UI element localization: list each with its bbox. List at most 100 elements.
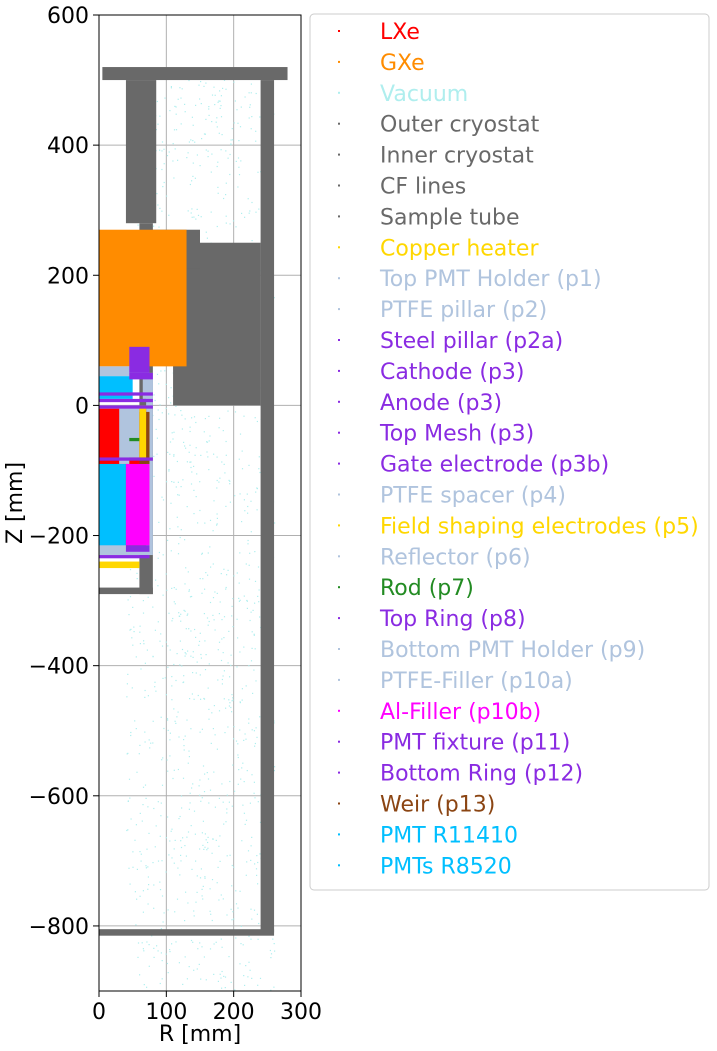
vacuum-point: [220, 894, 222, 896]
vacuum-point: [221, 619, 223, 621]
vacuum-point: [191, 787, 193, 789]
vacuum-point: [256, 420, 258, 423]
vacuum-point: [183, 675, 185, 677]
vacuum-point: [208, 440, 210, 442]
vacuum-point: [183, 745, 185, 747]
vacuum-point: [231, 615, 233, 617]
vacuum-point: [193, 910, 195, 912]
vacuum-point: [167, 539, 169, 541]
vacuum-point: [209, 546, 211, 548]
vacuum-point: [169, 441, 172, 443]
vacuum-point: [185, 447, 187, 449]
vacuum-point: [222, 898, 224, 900]
vacuum-point: [169, 732, 171, 734]
y-tick-label: 600: [47, 4, 89, 29]
vacuum-point: [137, 956, 139, 958]
region-al-filler-p10b: [125, 463, 150, 546]
vacuum-point: [178, 818, 180, 820]
vacuum-point: [191, 180, 193, 182]
legend-label: Cathode (p3): [380, 360, 525, 385]
vacuum-point: [189, 430, 191, 433]
vacuum-point: [253, 792, 255, 794]
vacuum-point: [218, 481, 220, 483]
vacuum-point: [167, 729, 169, 731]
series-anode-p3: [99, 398, 153, 403]
vacuum-point: [216, 225, 218, 228]
vacuum-point: [251, 116, 253, 118]
vacuum-point: [205, 572, 207, 574]
vacuum-point: [250, 531, 252, 533]
vacuum-point: [142, 804, 144, 806]
y-tick-label: 0: [75, 394, 89, 419]
vacuum-point: [162, 594, 164, 596]
vacuum-point: [250, 92, 252, 94]
vacuum-point: [218, 899, 220, 901]
vacuum-point: [191, 693, 193, 695]
vacuum-point: [185, 567, 187, 569]
vacuum-point: [169, 528, 171, 530]
y-tick-label: −600: [29, 785, 89, 810]
vacuum-point: [206, 617, 209, 619]
vacuum-point: [190, 461, 192, 463]
vacuum-point: [197, 694, 199, 697]
vacuum-point: [176, 716, 178, 718]
vacuum-point: [241, 688, 243, 690]
legend-label: Bottom PMT Holder (p9): [380, 638, 645, 663]
vacuum-point: [200, 653, 202, 656]
vacuum-point: [214, 591, 216, 593]
series-field-shaping-electrodes-p5: [139, 405, 147, 458]
vacuum-point: [192, 175, 194, 177]
vacuum-point: [175, 941, 177, 943]
vacuum-point: [256, 913, 258, 915]
vacuum-point: [176, 516, 178, 518]
vacuum-point: [223, 637, 225, 639]
legend-marker: [338, 617, 340, 620]
vacuum-point: [208, 663, 210, 665]
vacuum-point: [245, 965, 247, 967]
vacuum-point: [170, 87, 172, 89]
vacuum-point: [152, 414, 154, 417]
vacuum-point: [167, 719, 169, 721]
legend-item: Steel pillar (p2a): [338, 329, 563, 354]
vacuum-point: [188, 589, 190, 591]
vacuum-point: [171, 857, 173, 859]
vacuum-point: [239, 552, 241, 554]
vacuum-point: [143, 984, 145, 986]
vacuum-point: [241, 212, 243, 214]
vacuum-point: [257, 938, 259, 940]
vacuum-point: [258, 922, 260, 925]
legend-marker: [338, 91, 340, 94]
vacuum-point: [168, 413, 170, 415]
vacuum-point: [204, 876, 206, 878]
vacuum-point: [217, 101, 219, 103]
vacuum-point: [203, 791, 206, 793]
vacuum-point: [217, 980, 219, 982]
vacuum-point: [182, 983, 184, 985]
vacuum-point: [238, 140, 240, 142]
legend: LXe GXe Vacuum Outer cryostat Inner cryostat…: [338, 20, 699, 879]
legend-item: Sample tube: [338, 205, 520, 230]
vacuum-point: [175, 588, 177, 590]
vacuum-point: [173, 129, 176, 131]
vacuum-point: [255, 868, 258, 870]
vacuum-point: [166, 589, 168, 591]
series-cf-lines: [173, 242, 261, 406]
vacuum-point: [196, 154, 198, 156]
vacuum-point: [201, 728, 203, 730]
vacuum-point: [221, 678, 223, 681]
vacuum-point: [201, 553, 203, 555]
vacuum-point: [223, 616, 226, 618]
vacuum-point: [259, 116, 261, 118]
x-tick-label: 200: [213, 1000, 255, 1025]
series-bottom-pmt-holder-p9: [99, 545, 150, 556]
vacuum-point: [218, 710, 221, 712]
vacuum-point: [203, 431, 205, 433]
y-tick-label: 400: [47, 134, 89, 159]
vacuum-point: [220, 573, 222, 575]
vacuum-point: [241, 840, 243, 842]
legend-marker: [338, 678, 340, 681]
vacuum-point: [186, 461, 188, 463]
vacuum-point: [224, 987, 226, 989]
vacuum-point: [178, 494, 180, 496]
legend-item: LXe: [338, 20, 420, 45]
